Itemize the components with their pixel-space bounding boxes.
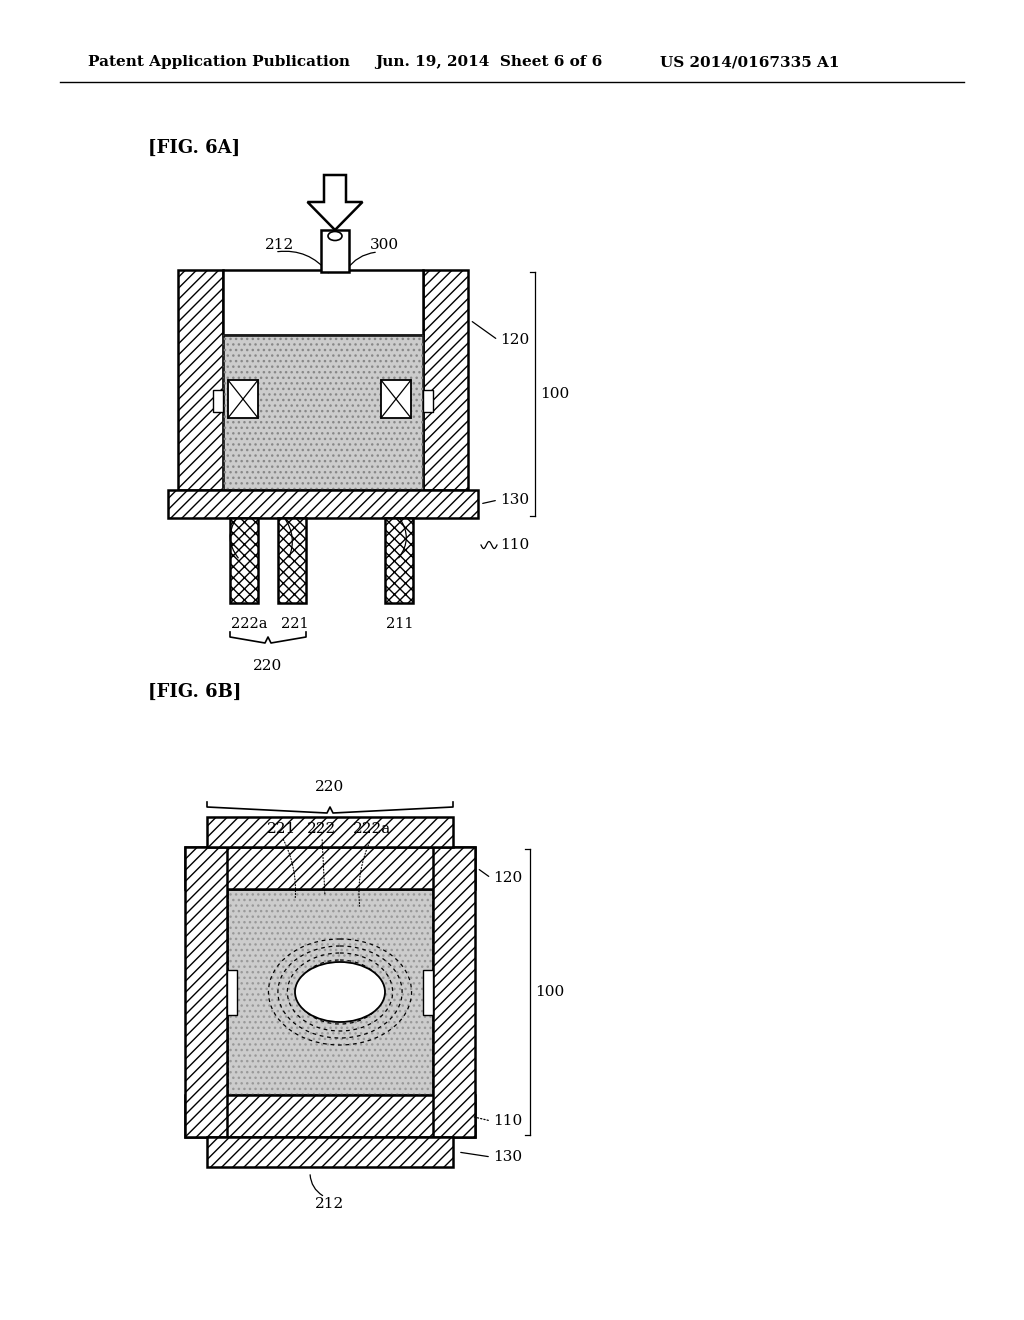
Bar bbox=[185, 1096, 475, 1137]
Bar bbox=[230, 517, 258, 603]
Text: 222: 222 bbox=[307, 822, 337, 836]
Bar bbox=[423, 970, 433, 1015]
Text: 300: 300 bbox=[370, 238, 399, 252]
Text: 212: 212 bbox=[315, 1197, 345, 1210]
Text: 130: 130 bbox=[493, 1150, 522, 1164]
Bar bbox=[213, 389, 223, 412]
Bar bbox=[227, 888, 433, 1096]
Ellipse shape bbox=[295, 962, 385, 1022]
Bar bbox=[381, 380, 411, 418]
Bar bbox=[223, 271, 423, 335]
Bar bbox=[433, 847, 475, 1137]
Bar bbox=[227, 970, 237, 1015]
Text: 222a: 222a bbox=[231, 616, 267, 631]
Bar bbox=[185, 1096, 475, 1137]
Bar bbox=[185, 847, 475, 888]
Bar bbox=[227, 888, 433, 1096]
Text: [FIG. 6B]: [FIG. 6B] bbox=[148, 682, 242, 701]
Text: 220: 220 bbox=[315, 780, 345, 795]
Text: 100: 100 bbox=[540, 387, 569, 401]
Bar bbox=[423, 389, 433, 412]
Bar bbox=[228, 380, 258, 418]
Bar bbox=[178, 271, 223, 490]
Text: 100: 100 bbox=[535, 985, 564, 999]
Text: 211: 211 bbox=[386, 616, 414, 631]
Bar bbox=[207, 817, 453, 847]
Bar bbox=[321, 230, 349, 272]
Text: US 2014/0167335 A1: US 2014/0167335 A1 bbox=[660, 55, 840, 69]
Text: Jun. 19, 2014  Sheet 6 of 6: Jun. 19, 2014 Sheet 6 of 6 bbox=[375, 55, 602, 69]
Bar bbox=[223, 335, 423, 490]
Bar bbox=[385, 517, 413, 603]
Ellipse shape bbox=[328, 231, 342, 240]
Bar bbox=[178, 271, 223, 490]
Bar bbox=[278, 517, 306, 603]
Text: 221: 221 bbox=[267, 822, 297, 836]
Text: 212: 212 bbox=[265, 238, 294, 252]
Polygon shape bbox=[307, 176, 362, 230]
Text: 110: 110 bbox=[500, 539, 529, 552]
Bar bbox=[207, 1137, 453, 1167]
Bar bbox=[185, 847, 475, 888]
Text: 120: 120 bbox=[500, 333, 529, 347]
Text: 221: 221 bbox=[281, 616, 308, 631]
Bar bbox=[423, 271, 468, 490]
Bar bbox=[278, 517, 306, 603]
Text: 130: 130 bbox=[500, 492, 529, 507]
Text: [FIG. 6A]: [FIG. 6A] bbox=[148, 139, 240, 157]
Bar bbox=[185, 847, 227, 1137]
Bar bbox=[168, 490, 478, 517]
Bar bbox=[207, 1137, 453, 1167]
Text: 120: 120 bbox=[493, 871, 522, 884]
Text: 110: 110 bbox=[493, 1114, 522, 1129]
Text: 220: 220 bbox=[253, 659, 283, 673]
Bar bbox=[223, 335, 423, 490]
Bar bbox=[433, 847, 475, 1137]
Text: Patent Application Publication: Patent Application Publication bbox=[88, 55, 350, 69]
Bar bbox=[423, 271, 468, 490]
Bar bbox=[230, 517, 258, 603]
Bar bbox=[185, 847, 227, 1137]
Bar bbox=[385, 517, 413, 603]
Bar bbox=[207, 817, 453, 847]
Text: 222a: 222a bbox=[353, 822, 391, 836]
Bar bbox=[168, 490, 478, 517]
